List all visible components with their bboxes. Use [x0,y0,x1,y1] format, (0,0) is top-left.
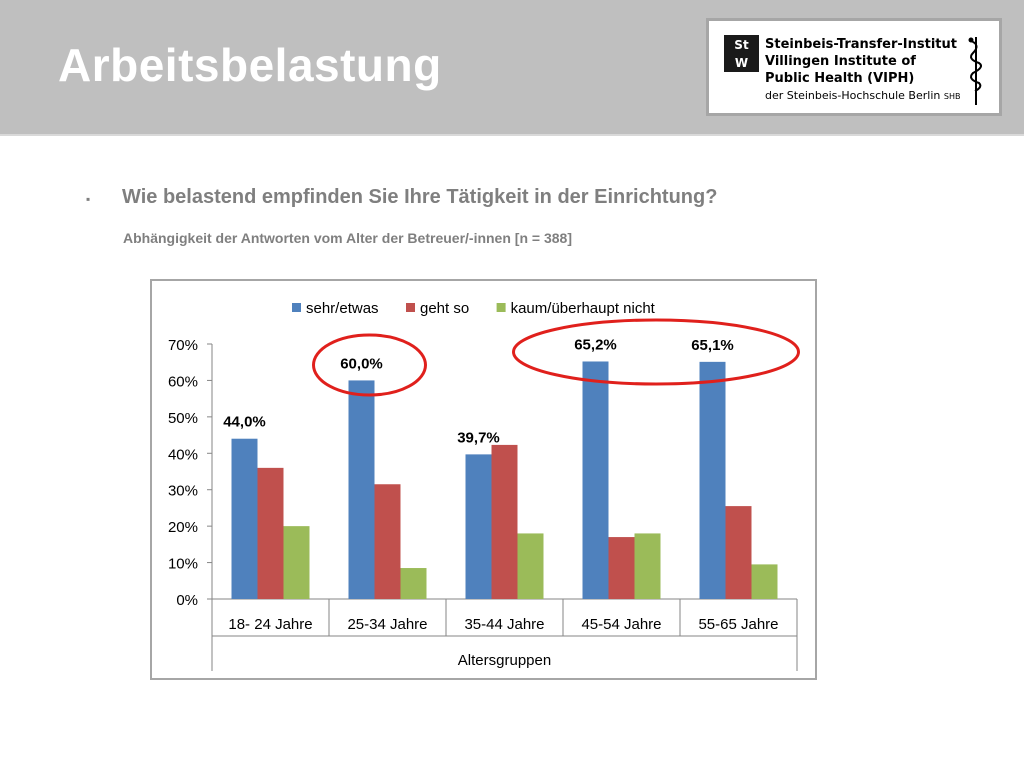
bullet-icon: ▪ [86,192,91,206]
bar-geht-so [491,444,518,599]
data-label: 60,0% [340,355,383,372]
question-text: Wie belastend empfinden Sie Ihre Tätigke… [122,186,718,208]
institute-logo: St W Steinbeis-Transfer-Institut Villing… [706,18,1002,116]
highlight-ellipse [312,333,427,397]
y-tick-label: 40% [168,446,198,463]
y-tick-label: 50% [168,410,198,427]
bar-sehr-etwas [231,438,258,599]
logo-mark-bottom: W [734,56,749,70]
asclepius-staff-icon [968,37,982,105]
logo-line-4-text: der Steinbeis-Hochschule Berlin [765,89,941,102]
legend-label: kaum/überhaupt nicht [511,300,656,317]
bar-kaum--berhaupt-nicht [634,533,661,599]
logo-line-1: Steinbeis-Transfer-Institut [765,37,957,52]
bar-geht-so [608,537,635,599]
bar-sehr-etwas [348,380,375,599]
data-label: 65,2% [574,336,617,353]
logo-line-4: der Steinbeis-Hochschule Berlin SHB [765,89,960,102]
bar-kaum--berhaupt-nicht [751,564,778,599]
bar-sehr-etwas [699,361,726,599]
x-tick-label: 45-54 Jahre [581,616,661,633]
legend-swatch [292,303,301,312]
data-label: 65,1% [691,337,734,354]
x-tick-label: 25-34 Jahre [347,616,427,633]
bar-chart: 0% 10% 20% 30% 40% 50% 60% 70% 18- 24 Jahre 25-34… [168,300,800,671]
bar-sehr-etwas [582,361,609,599]
bar-kaum--berhaupt-nicht [517,533,544,599]
bar-kaum--berhaupt-nicht [400,568,427,599]
y-tick-label: 20% [168,519,198,536]
y-tick-label: 0% [176,592,198,609]
y-tick-label: 70% [168,337,198,354]
legend-label: sehr/etwas [306,300,379,317]
logo-mark-top: St [734,38,749,52]
data-label: 39,7% [457,429,500,446]
data-label: 44,0% [223,414,266,431]
y-tick-label: 60% [168,373,198,390]
chart-subtitle: Abhängigkeit der Antworten vom Alter der… [123,230,572,246]
y-tick-label: 30% [168,483,198,500]
legend-swatch [406,303,415,312]
steinbeis-logo-mark: St W [724,35,759,72]
bar-geht-so [725,506,752,599]
x-tick-label: 55-65 Jahre [698,616,778,633]
bar-kaum--berhaupt-nicht [283,526,310,599]
legend-swatch [496,303,506,312]
bar-sehr-etwas [465,454,492,599]
x-tick-label: 18- 24 Jahre [228,616,312,633]
logo-line-4-suffix: SHB [943,92,961,101]
y-tick-label: 10% [168,556,198,573]
bar-geht-so [257,467,284,599]
logo-line-3: Public Health (VIPH) [765,71,915,86]
slide-title: Arbeitsbelastung [58,39,442,91]
chart-frame: 0% 10% 20% 30% 40% 50% 60% 70% 18- 24 Jahre 25-34… [150,279,817,680]
bar-geht-so [374,484,401,599]
highlight-ellipse [512,318,800,386]
x-axis-title: Altersgruppen [458,652,551,669]
logo-line-2: Villingen Institute of [765,54,916,69]
legend-label: geht so [420,300,469,317]
x-tick-label: 35-44 Jahre [464,616,544,633]
